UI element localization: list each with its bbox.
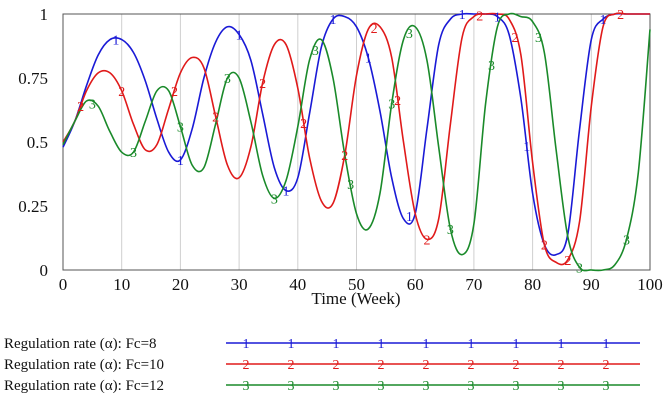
series-marker-2: 2	[212, 110, 219, 125]
x-tick-label: 20	[172, 275, 189, 294]
series-marker-1: 1	[112, 34, 119, 49]
series-marker-1: 1	[523, 140, 530, 155]
series-marker-3: 3	[535, 31, 542, 46]
legend-marker-1: 1	[333, 337, 340, 352]
y-tick-labels: 0 0.25 0.5 0.75 1	[18, 5, 48, 280]
x-tick-label: 30	[231, 275, 248, 294]
x-tick-label: 50	[348, 275, 365, 294]
series-marker-3: 3	[623, 233, 630, 248]
series-marker-2: 2	[564, 254, 571, 269]
legend-marker-2: 2	[603, 358, 610, 373]
legend-marker-3: 3	[513, 379, 520, 394]
y-tick-label: 0.75	[18, 69, 48, 88]
series-marker-2: 2	[511, 31, 518, 46]
legend-marker-1: 1	[468, 337, 475, 352]
series-marker-1: 1	[236, 28, 243, 43]
series-marker-1: 1	[283, 185, 290, 200]
legend-marker-2: 2	[243, 358, 250, 373]
series-marker-3: 3	[130, 146, 137, 161]
x-tick-label: 80	[524, 275, 541, 294]
series-lines	[62, 12, 651, 272]
legend-marker-1: 1	[378, 337, 385, 352]
series-marker-2: 2	[617, 8, 624, 23]
legend-label-fc8: Regulation rate (α): Fc=8	[4, 336, 157, 352]
legend-marker-1: 1	[558, 337, 565, 352]
series-marker-3: 3	[406, 27, 413, 42]
y-tick-label: 0.25	[18, 197, 48, 216]
legend-marker-2: 2	[423, 358, 430, 373]
y-tick-label: 0.5	[27, 133, 48, 152]
series-marker-1: 1	[494, 11, 501, 26]
series-marker-2: 2	[300, 117, 307, 132]
x-tick-label: 60	[407, 275, 424, 294]
series-marker-3: 3	[89, 98, 96, 113]
legend-marker-1: 1	[423, 337, 430, 352]
series-marker-1: 1	[459, 8, 466, 23]
series-marker-2: 2	[541, 238, 548, 253]
legend-marker-1: 1	[243, 337, 250, 352]
series-marker-3: 3	[447, 223, 454, 238]
x-tick-label: 10	[113, 275, 130, 294]
legend-marker-2: 2	[558, 358, 565, 373]
series-marker-1: 1	[330, 13, 337, 28]
legend-marker-2: 2	[333, 358, 340, 373]
series-marker-3: 3	[312, 44, 319, 59]
legend-marker-3: 3	[378, 379, 385, 394]
legend-label-fc12: Regulation rate (α): Fc=12	[4, 378, 164, 394]
legend-marker-2: 2	[468, 358, 475, 373]
legend-marker-2: 2	[378, 358, 385, 373]
x-tick-label: 100	[637, 275, 663, 294]
y-tick-label: 0	[40, 261, 49, 280]
series-marker-3: 3	[488, 59, 495, 74]
series-marker-2: 2	[171, 85, 178, 100]
series-line-fc10	[62, 12, 650, 266]
legend-marker-3: 3	[558, 379, 565, 394]
legend-marker-1: 1	[603, 337, 610, 352]
series-marker-2: 2	[77, 100, 84, 115]
series-marker-2: 2	[371, 22, 378, 37]
series-marker-1: 1	[406, 210, 413, 225]
x-tick-label: 90	[583, 275, 600, 294]
series-line-fc8	[62, 12, 650, 256]
series-marker-3: 3	[347, 178, 354, 193]
series-marker-2: 2	[341, 149, 348, 164]
series-marker-2: 2	[394, 94, 401, 109]
series-marker-2: 2	[118, 85, 125, 100]
series-line-fc12	[62, 12, 651, 272]
x-tick-label: 0	[59, 275, 68, 294]
legend-marker-3: 3	[243, 379, 250, 394]
legend-marker-3: 3	[603, 379, 610, 394]
series-marker-3: 3	[388, 98, 395, 113]
legend-marker-3: 3	[423, 379, 430, 394]
series-marker-1: 1	[600, 13, 607, 28]
y-tick-label: 1	[40, 5, 49, 24]
series-marker-3: 3	[271, 192, 278, 207]
x-tick-label: 40	[289, 275, 306, 294]
series-marker-2: 2	[423, 233, 430, 248]
legend-marker-3: 3	[333, 379, 340, 394]
legend-label-fc10: Regulation rate (α): Fc=10	[4, 357, 164, 373]
series-marker-3: 3	[224, 72, 231, 87]
series-marker-3: 3	[576, 261, 583, 276]
series-marker-2: 2	[476, 9, 483, 24]
legend-marker-3: 3	[468, 379, 475, 394]
series-marker-1: 1	[177, 154, 184, 169]
series-marker-3: 3	[177, 121, 184, 136]
legend-marker-2: 2	[288, 358, 295, 373]
legend-marker-3: 3	[288, 379, 295, 394]
gridlines	[121, 14, 592, 270]
legend-marker-1: 1	[513, 337, 520, 352]
series-marker-1: 1	[365, 52, 372, 67]
legend: Regulation rate (α): Fc=8 1 1 1 1 1 1 1 1 1 Regula…	[4, 336, 640, 394]
x-tick-labels: 0 10 20 30 40 50 60 70 80 90 100	[59, 275, 663, 294]
legend-marker-1: 1	[288, 337, 295, 352]
x-tick-label: 70	[465, 275, 482, 294]
legend-marker-2: 2	[513, 358, 520, 373]
series-marker-2: 2	[259, 77, 266, 92]
x-axis-title: Time (Week)	[311, 289, 400, 308]
